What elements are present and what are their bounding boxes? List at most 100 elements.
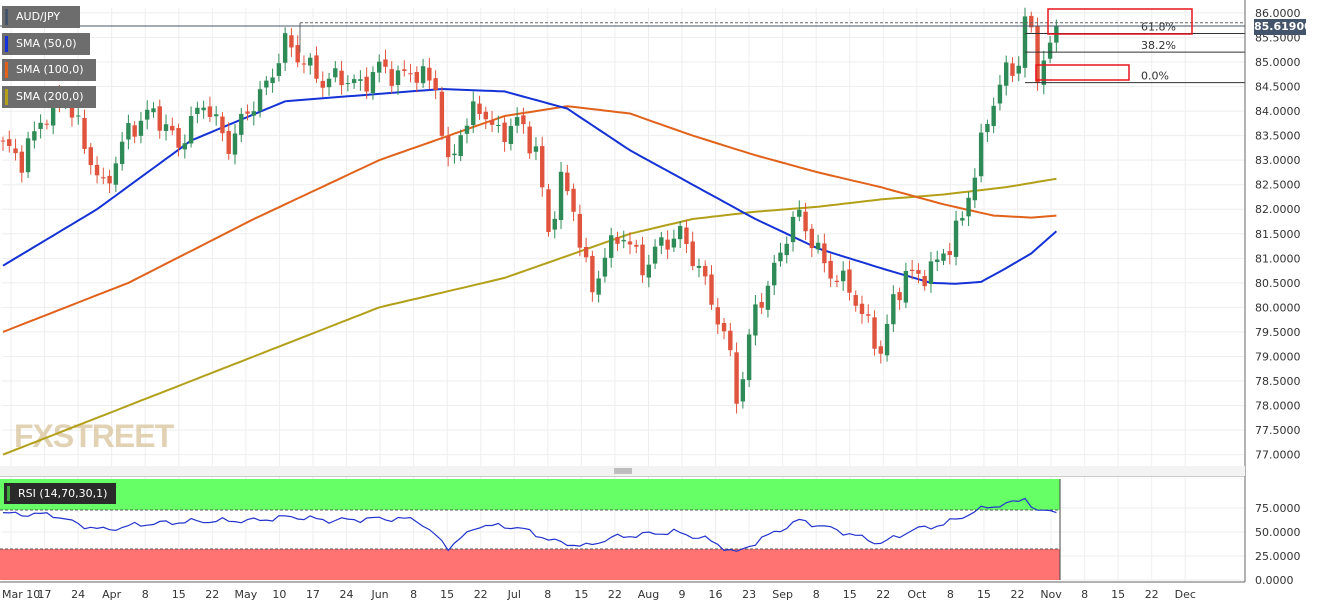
- candle-bearish: [909, 260, 915, 280]
- rsi-y-tick-label: 0.0000: [1255, 574, 1294, 587]
- legend-sma-50[interactable]: SMA (50,0): [2, 33, 90, 55]
- candle-bearish: [803, 202, 808, 241]
- candle-bearish: [245, 104, 250, 121]
- candle-bullish: [659, 231, 664, 254]
- candle-body: [101, 177, 106, 179]
- legend-sma-100[interactable]: SMA (100,0): [2, 59, 96, 81]
- y-tick-label: 85.0000: [1255, 56, 1301, 69]
- candle-bearish: [44, 119, 50, 130]
- candle-body: [784, 243, 789, 256]
- candle-body: [151, 108, 156, 113]
- legend-sma-200[interactable]: SMA (200,0): [2, 86, 96, 108]
- candle-body: [471, 101, 476, 126]
- candle-bearish: [590, 250, 595, 302]
- candle-body: [728, 330, 733, 351]
- candle-body: [602, 257, 608, 277]
- candle-bullish: [496, 115, 501, 133]
- candle-bullish: [903, 262, 909, 308]
- candle-bearish: [834, 275, 840, 288]
- candle-bearish: [157, 99, 162, 139]
- candle-bearish: [502, 117, 507, 152]
- candle-body: [370, 72, 376, 93]
- candle-bullish: [840, 261, 846, 291]
- candle-body: [1041, 60, 1047, 85]
- candle-bearish: [916, 263, 921, 284]
- candle-bullish: [960, 211, 965, 226]
- candle-bullish: [1022, 7, 1028, 78]
- candle-body: [916, 270, 921, 274]
- candle-body: [508, 125, 514, 145]
- candle-bullish: [76, 105, 81, 125]
- candle-bullish: [978, 123, 984, 183]
- candle-bullish: [646, 254, 652, 288]
- candle-bearish: [577, 204, 583, 257]
- candle-body: [364, 76, 369, 92]
- candle-bearish: [7, 130, 12, 153]
- candle-bearish: [809, 224, 815, 258]
- candle-body: [909, 269, 915, 271]
- candle-bearish: [107, 169, 112, 194]
- candle-bullish: [276, 53, 282, 82]
- candle-body: [571, 188, 576, 212]
- candle-bearish: [1029, 11, 1034, 33]
- x-tick-label: 17: [38, 588, 52, 601]
- sma-50-label: SMA (50,0): [16, 37, 77, 50]
- candle-bullish: [270, 68, 275, 93]
- candle-body: [872, 317, 877, 349]
- candle-body: [88, 147, 93, 166]
- candle-bearish: [734, 342, 739, 414]
- candle-body: [941, 253, 946, 261]
- candle-body: [402, 69, 407, 71]
- candle-bearish: [728, 322, 733, 357]
- candle-body: [634, 244, 639, 247]
- candle-body: [803, 211, 808, 232]
- candle-bearish: [295, 35, 300, 68]
- candle-body: [1029, 15, 1034, 28]
- candle-body: [69, 100, 75, 118]
- x-tick-label: 22: [205, 588, 219, 601]
- candle-body: [82, 117, 87, 149]
- candle-body: [50, 96, 56, 126]
- candle-bullish: [558, 161, 564, 230]
- x-tick-label: Jul: [507, 588, 521, 601]
- y-tick-label: 83.0000: [1255, 154, 1301, 167]
- sma-100-label: SMA (100,0): [16, 63, 84, 76]
- candle-body: [533, 146, 539, 152]
- candle-bullish: [677, 221, 683, 248]
- candle-bullish: [753, 295, 758, 346]
- symbol-label[interactable]: AUD/JPY: [2, 6, 80, 28]
- sma-100-line: [2, 105, 1057, 333]
- candle-body: [665, 239, 670, 250]
- y-tick-label: 81.5000: [1255, 228, 1301, 241]
- candle-bullish: [884, 314, 890, 362]
- candle-body: [696, 265, 702, 268]
- x-tick-label: 15: [1111, 588, 1125, 601]
- x-tick-label: Mar 10: [2, 588, 40, 601]
- x-tick-label: 8: [1081, 588, 1088, 601]
- candle-bearish: [289, 28, 294, 57]
- candle-body: [94, 164, 100, 176]
- candle-body: [772, 262, 777, 286]
- candle-body: [19, 151, 25, 173]
- candle-body: [119, 141, 125, 165]
- candle-bearish: [709, 265, 714, 310]
- x-tick-label: 9: [679, 588, 686, 601]
- candle-body: [709, 274, 714, 305]
- candle-bearish: [13, 138, 18, 161]
- x-tick-label: 22: [876, 588, 890, 601]
- candle-bearish: [540, 136, 545, 197]
- candle-body: [333, 68, 338, 78]
- x-tick-label: May: [234, 588, 257, 601]
- rsi-y-tick-label: 25.0000: [1255, 550, 1301, 563]
- rsi-y-tick-label: 75.0000: [1255, 502, 1301, 515]
- rsi-label[interactable]: RSI (14,70,30,1): [4, 483, 116, 504]
- candles: [0, 7, 1059, 414]
- candle-body: [621, 239, 626, 242]
- candle-body: [853, 295, 858, 306]
- candle-body: [583, 246, 589, 258]
- x-tick-label: Jun: [370, 588, 388, 601]
- candle-body: [433, 78, 438, 90]
- candle-bearish: [226, 122, 231, 160]
- candle-body: [38, 122, 43, 129]
- candle-body: [201, 107, 206, 111]
